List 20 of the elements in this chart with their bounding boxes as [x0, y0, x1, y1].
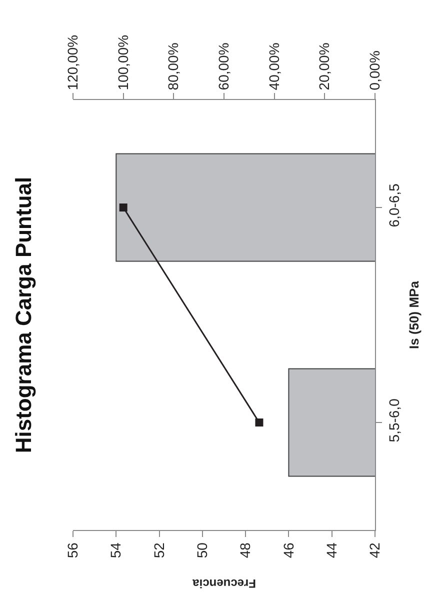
x2-tick-label: 120,00%	[64, 34, 81, 90]
x2-tick-label: 60,00%	[216, 42, 232, 90]
x-tick-label: 46	[280, 542, 296, 558]
x2-tick-label: 80,00%	[165, 42, 182, 90]
x-tick-label: 56	[64, 542, 81, 558]
x-tick-label: 52	[150, 542, 167, 558]
x2-tick-label: 40,00%	[266, 42, 282, 90]
x-axis-title: Frecuencia	[192, 576, 256, 590]
y-axis-title: Is (50) MPa	[406, 280, 422, 349]
x-tick-label: 50	[194, 542, 210, 558]
x2-tick-label: 20,00%	[316, 42, 332, 90]
x-tick-label: 54	[108, 542, 124, 558]
x2-tick-label: 0,00%	[366, 50, 383, 90]
text: Histograma Carga Puntual	[11, 176, 36, 454]
x-tick-label: 44	[323, 542, 340, 558]
x2-tick-label: 100,00%	[114, 34, 131, 90]
x-tick-label: 42	[366, 542, 383, 558]
x-tick-label: 48	[237, 542, 254, 558]
y-tick-label: 6,0-6,5	[386, 183, 402, 228]
y-tick-label: 5,5-6,0	[386, 398, 402, 442]
